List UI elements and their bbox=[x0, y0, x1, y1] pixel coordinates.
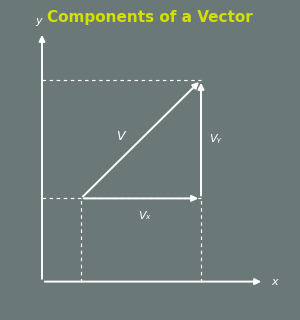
Text: Vₓ: Vₓ bbox=[138, 211, 150, 221]
Text: Vᵧ: Vᵧ bbox=[208, 134, 220, 144]
Text: y: y bbox=[36, 16, 42, 26]
Text: Components of a Vector: Components of a Vector bbox=[47, 10, 253, 25]
Text: x: x bbox=[272, 276, 278, 287]
Text: V: V bbox=[116, 130, 124, 142]
